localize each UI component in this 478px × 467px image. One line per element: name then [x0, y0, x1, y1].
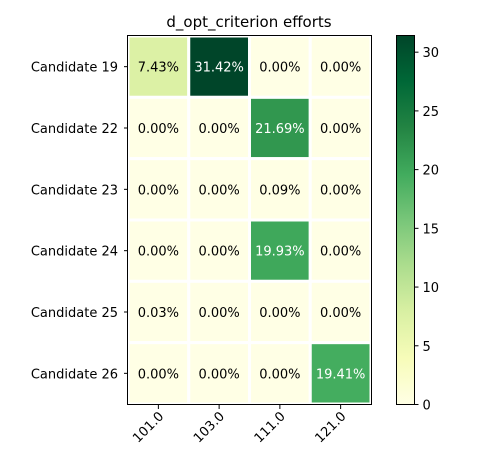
heatmap-cell	[308, 95, 373, 161]
y-tick-label: Candidate 23	[31, 183, 118, 198]
x-tick-label: 121.0	[313, 409, 350, 446]
y-tick-label: Candidate 25	[31, 306, 118, 321]
y-tick-label: Candidate 19	[31, 61, 118, 76]
y-tick-label: Candidate 22	[31, 122, 118, 137]
cell-value-label: 19.41%	[316, 367, 366, 382]
colorbar-tick-label: 15	[423, 222, 440, 237]
cell-value-label: 0.03%	[138, 306, 179, 321]
cell-value-label: 0.00%	[259, 367, 300, 382]
colorbar-tick-label: 25	[423, 105, 440, 120]
cell-value-label: 0.00%	[320, 183, 361, 198]
x-tick-label: 101.0	[130, 409, 167, 446]
x-tick-label: 111.0	[252, 409, 289, 446]
y-axis: Candidate 19 Candidate 22 Candidate 23 Cand…	[31, 61, 128, 382]
cell-value-label: 0.00%	[320, 122, 361, 137]
heatmap-cell	[187, 157, 251, 222]
y-tick-label: Candidate 26	[31, 367, 118, 382]
cell-value-label: 31.42%	[194, 61, 244, 76]
cell-value-label: 0.00%	[138, 183, 179, 198]
heatmap-cell	[308, 279, 373, 345]
cell-value-label: 0.00%	[320, 306, 361, 321]
colorbar-tick-label: 5	[423, 340, 431, 355]
cell-value-label: 0.00%	[198, 183, 239, 198]
heatmap-cells: 7.43% 31.42% 0.00% 0.00% 0.00% 0.00% 21.69% 0.0…	[126, 34, 373, 406]
cell-value-label: 0.00%	[198, 306, 239, 321]
y-tick-label: Candidate 24	[31, 245, 118, 260]
cell-value-label: 21.69%	[255, 122, 305, 137]
cell-value-label: 0.00%	[198, 245, 239, 260]
colorbar-gradient	[396, 35, 415, 405]
cell-value-label: 0.00%	[198, 367, 239, 382]
cell-value-label: 0.00%	[138, 367, 179, 382]
cell-value-label: 0.00%	[259, 61, 300, 76]
cell-value-label: 0.00%	[320, 245, 361, 260]
colorbar-ticks: 0 5 10 15 20 25 30	[414, 46, 440, 414]
plot-frame	[127, 35, 372, 405]
cell-value-label: 0.00%	[138, 122, 179, 137]
cell-value-label: 7.43%	[138, 61, 179, 76]
colorbar-tick-label: 0	[423, 399, 431, 414]
cell-value-label: 0.00%	[138, 245, 179, 260]
heatmap-cell	[248, 279, 312, 345]
cell-value-label: 0.09%	[259, 183, 300, 198]
cell-value-label: 19.93%	[255, 245, 305, 260]
heatmap-cell	[308, 218, 373, 283]
x-axis: 101.0 103.0 111.0 121.0	[130, 405, 349, 446]
cell-value-label: 0.00%	[259, 306, 300, 321]
x-tick-label: 103.0	[191, 409, 228, 446]
cell-value-label: 0.00%	[198, 122, 239, 137]
heatmap-cell	[248, 341, 312, 406]
cell-value-label: 0.00%	[320, 61, 361, 76]
chart-title: d_opt_criterion efforts	[166, 13, 331, 32]
colorbar: 0 5 10 15 20 25 30	[396, 35, 440, 414]
colorbar-tick-label: 10	[423, 281, 440, 296]
colorbar-tick-label: 30	[423, 46, 440, 61]
colorbar-tick-label: 20	[423, 164, 440, 179]
